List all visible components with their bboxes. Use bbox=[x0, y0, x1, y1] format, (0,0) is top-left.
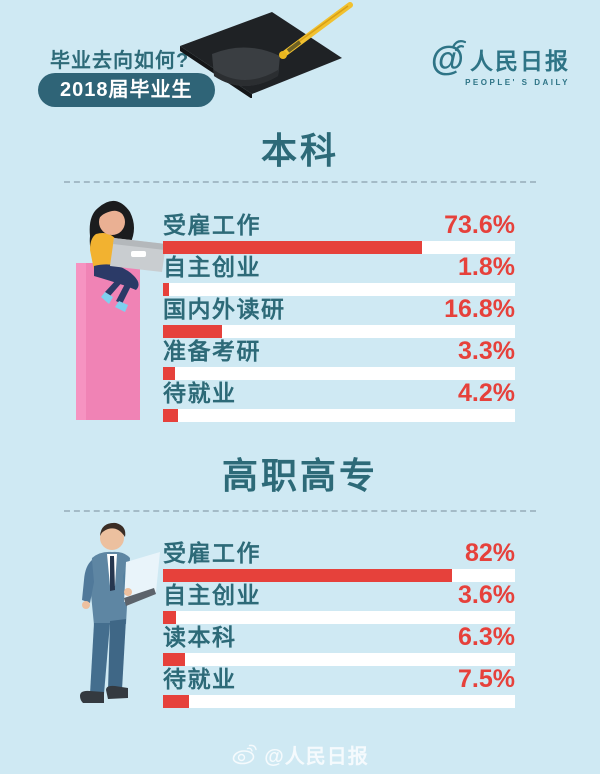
value-label: 16.8% bbox=[444, 295, 515, 323]
bar-track bbox=[163, 367, 515, 380]
category-label: 受雇工作 bbox=[163, 212, 261, 238]
divider-dashed bbox=[64, 181, 536, 183]
category-label: 自主创业 bbox=[163, 254, 261, 280]
peoples-daily-logo: @ 人民日报 PEOPLE' S DAILY bbox=[431, 40, 570, 87]
value-label: 7.5% bbox=[458, 665, 515, 693]
value-label: 3.6% bbox=[458, 581, 515, 609]
value-label: 4.2% bbox=[458, 379, 515, 407]
bar-fill bbox=[163, 367, 175, 380]
woman-on-pillar-illustration bbox=[76, 200, 166, 420]
weibo-icon bbox=[232, 744, 257, 765]
logo-en-text: PEOPLE' S DAILY bbox=[465, 78, 570, 87]
logo-cn-text: 人民日报 bbox=[470, 48, 570, 74]
bar-track bbox=[163, 283, 515, 296]
watermark-text: @人民日报 bbox=[264, 746, 369, 768]
value-label: 82% bbox=[464, 539, 515, 567]
chart-row: 受雇工作 82% bbox=[163, 539, 515, 582]
page-title: 毕业去向如何? bbox=[50, 50, 190, 72]
section2-title: 高职高专 bbox=[221, 455, 378, 496]
bar-fill bbox=[163, 695, 190, 708]
category-label: 准备考研 bbox=[163, 338, 261, 364]
chart-row: 自主创业 3.6% bbox=[163, 581, 515, 624]
bar-fill bbox=[163, 569, 452, 582]
category-label: 受雇工作 bbox=[163, 540, 261, 566]
sound-waves-icon bbox=[451, 40, 467, 52]
bar-track bbox=[163, 611, 515, 624]
divider-dashed bbox=[64, 510, 536, 512]
category-label: 读本科 bbox=[163, 624, 237, 650]
bar-track bbox=[163, 569, 515, 582]
bar-track bbox=[163, 325, 515, 338]
bar-track bbox=[163, 241, 515, 254]
bar-track bbox=[163, 695, 515, 708]
bar-fill bbox=[163, 241, 423, 254]
value-label: 3.3% bbox=[458, 337, 515, 365]
value-label: 6.3% bbox=[458, 623, 515, 651]
category-label: 国内外读研 bbox=[163, 296, 286, 322]
category-label: 待就业 bbox=[163, 666, 237, 692]
category-label: 待就业 bbox=[163, 380, 237, 406]
section1-title: 本科 bbox=[260, 130, 339, 171]
value-label: 1.8% bbox=[458, 253, 515, 281]
chart-row: 自主创业 1.8% bbox=[163, 253, 515, 296]
chart-row: 受雇工作 73.6% bbox=[163, 211, 515, 254]
year-badge: 2018届毕业生 bbox=[38, 73, 215, 107]
watermark: @人民日报 bbox=[0, 740, 600, 769]
chart-undergraduate: 受雇工作 73.6% 自主创业 1.8% 国内外读研 16.8% 准备考研 3.3% 待就业 4.… bbox=[163, 211, 515, 422]
chart-row: 读本科 6.3% bbox=[163, 623, 515, 666]
chart-row: 待就业 7.5% bbox=[163, 665, 515, 708]
category-label: 自主创业 bbox=[163, 582, 261, 608]
value-label: 73.6% bbox=[444, 211, 515, 239]
bar-track bbox=[163, 653, 515, 666]
bar-fill bbox=[163, 409, 178, 422]
businessman-illustration bbox=[80, 522, 160, 703]
chart-row: 国内外读研 16.8% bbox=[163, 295, 515, 338]
chart-vocational: 受雇工作 82% 自主创业 3.6% 读本科 6.3% 待就业 7.5% bbox=[163, 539, 515, 708]
bar-fill bbox=[163, 653, 186, 666]
chart-row: 待就业 4.2% bbox=[163, 379, 515, 422]
bar-fill bbox=[163, 283, 170, 296]
bar-fill bbox=[163, 325, 223, 338]
graduation-cap-icon bbox=[180, 2, 353, 98]
bar-track bbox=[163, 409, 515, 422]
chart-row: 准备考研 3.3% bbox=[163, 337, 515, 380]
bar-fill bbox=[163, 611, 176, 624]
